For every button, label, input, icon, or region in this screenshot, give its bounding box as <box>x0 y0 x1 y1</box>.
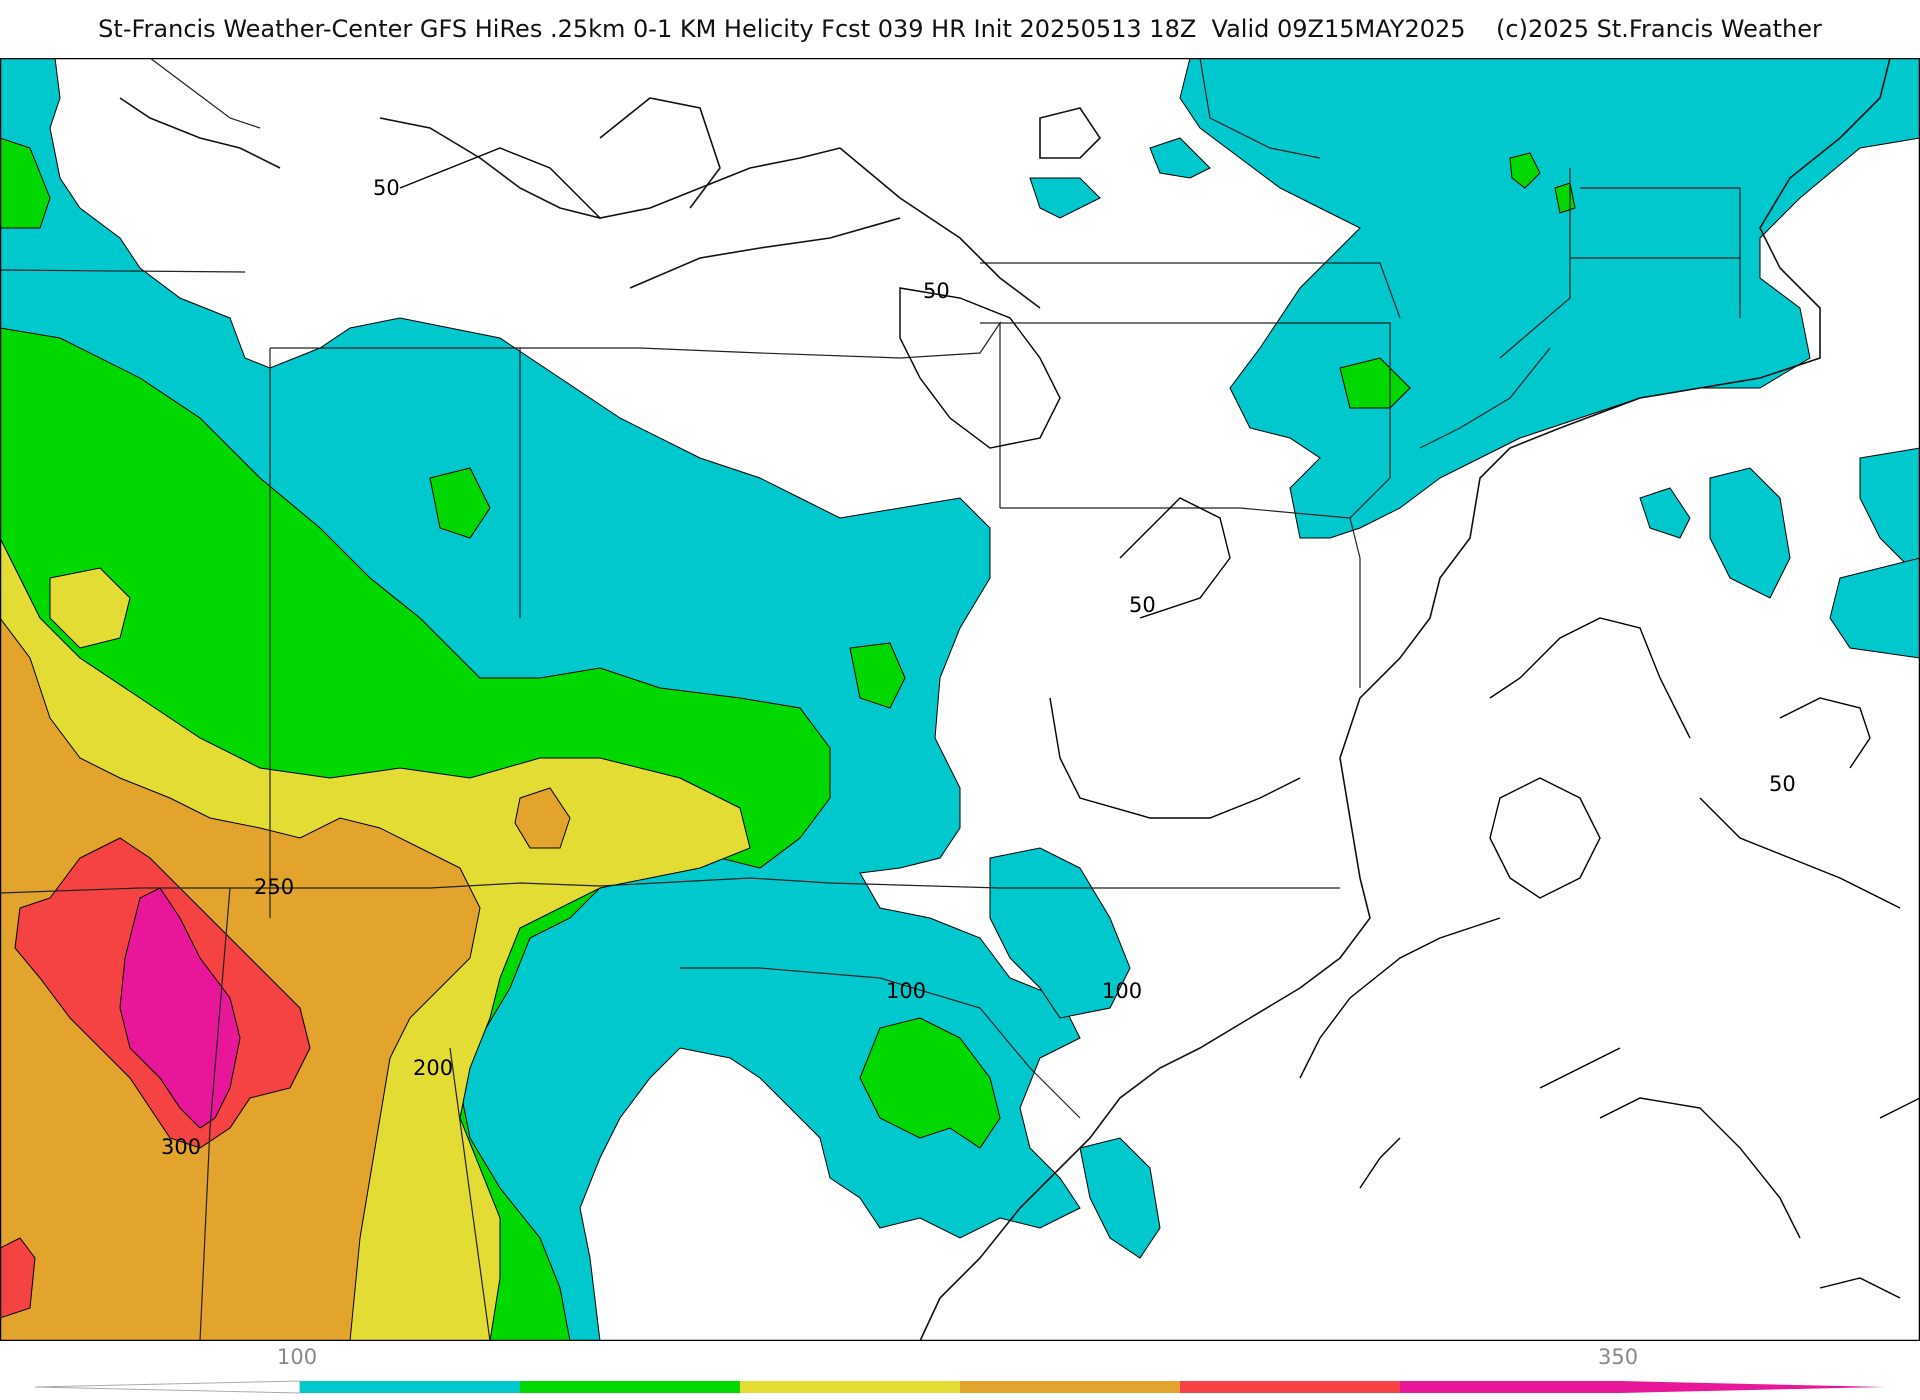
fill-green-blob-2 <box>429 467 491 539</box>
fill-green-blob-4 <box>1339 357 1411 409</box>
colorbar-left-cap <box>34 1380 301 1394</box>
contour-label-250: 250 <box>254 875 294 899</box>
colorbar-segment <box>740 1381 961 1393</box>
contour-label-50-d: 50 <box>1769 772 1796 796</box>
helicity-map: 50 50 50 50 100 100 200 250 300 <box>0 58 1920 1341</box>
copyright-text: (c)2025 St.Francis Weather <box>1496 15 1822 43</box>
fill-green-blob-5 <box>859 1017 1001 1149</box>
contour-label-100-b: 100 <box>1102 979 1142 1003</box>
contour-label-300: 300 <box>161 1135 201 1159</box>
fill-cyan-carolina <box>989 847 1131 1019</box>
map-title: St-Francis Weather-Center GFS HiRes .25k… <box>0 0 1920 58</box>
fill-green-blob-3 <box>849 642 906 709</box>
contour-label-50-a: 50 <box>373 176 400 200</box>
fill-red-blob-1 <box>0 1237 36 1319</box>
contour-lines <box>399 147 1920 1299</box>
fill-cyan-ocean-1 <box>1709 467 1791 599</box>
colorbar-segment <box>1180 1381 1401 1393</box>
fill-orange-blob-1 <box>514 787 571 849</box>
title-gap <box>1466 15 1497 43</box>
state-borders <box>0 58 1741 1341</box>
fill-cyan-ocean-3 <box>1859 447 1920 579</box>
fill-cyan-ocean-2 <box>1639 487 1691 539</box>
fill-cyan-northeast <box>1179 58 1920 539</box>
contour-label-50-b: 50 <box>923 279 950 303</box>
colorbar-segment <box>520 1381 741 1393</box>
contour-labels: 50 50 50 50 100 100 200 250 300 <box>161 176 1796 1159</box>
title-text: St-Francis Weather-Center GFS HiRes .25k… <box>98 15 1466 43</box>
contour-label-100-a: 100 <box>886 979 926 1003</box>
contour-label-200: 200 <box>413 1056 453 1080</box>
colorbar-segment <box>1400 1381 1621 1393</box>
colorbar-segment <box>300 1381 521 1393</box>
coastlines <box>119 58 1891 1341</box>
colorbar-tick-100: 100 <box>277 1345 317 1369</box>
colorbar: 100 350 <box>34 1345 1885 1394</box>
colorbar-right-cap <box>1620 1381 1885 1393</box>
fill-cyan-ocean-4 <box>1829 557 1920 659</box>
fill-green-blob-1 <box>0 137 51 229</box>
contour-label-50-c: 50 <box>1129 593 1156 617</box>
fill-cyan-ocean-5 <box>1079 1137 1161 1259</box>
fill-magenta <box>119 887 241 1129</box>
colorbar-tick-350: 350 <box>1598 1345 1638 1369</box>
fill-green-blob-6 <box>1509 152 1541 189</box>
fill-cyan-lake-2 <box>1029 177 1101 219</box>
colorbar-segments <box>300 1381 1621 1393</box>
colorbar-segment <box>960 1381 1181 1393</box>
fill-cyan-lake-1 <box>1149 137 1211 179</box>
fill-yellow-blob-1 <box>49 567 131 649</box>
